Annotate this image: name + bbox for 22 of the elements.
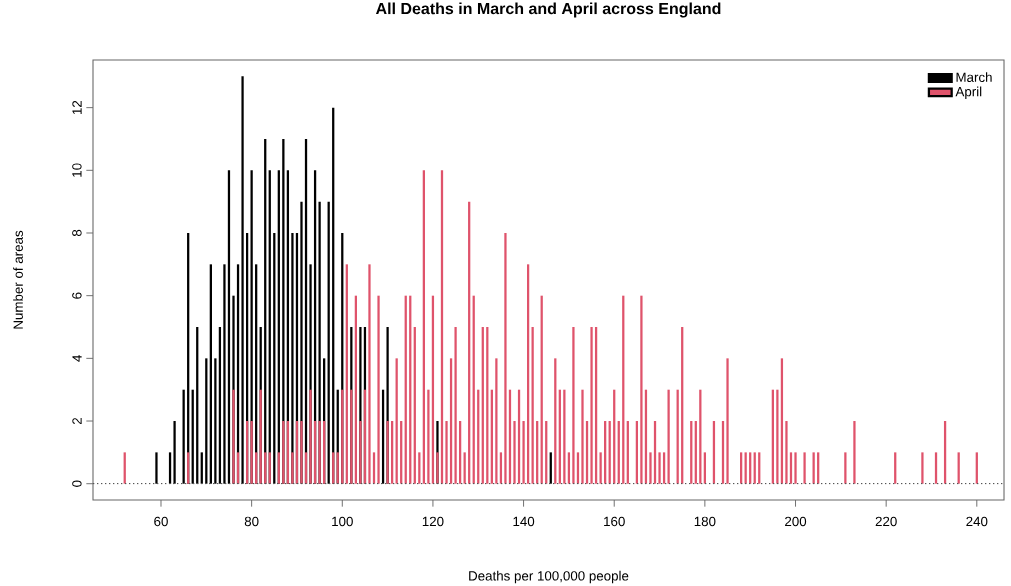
x-tick-label: 220	[875, 516, 897, 527]
chart-title: All Deaths in March and April across England	[375, 2, 721, 18]
x-tick-label: 180	[694, 516, 716, 527]
x-tick-label: 140	[513, 516, 535, 527]
y-tick-label: 0	[72, 480, 82, 487]
legend-label: April	[955, 86, 982, 99]
x-tick-label: 60	[154, 516, 168, 527]
x-tick-label: 120	[422, 516, 444, 527]
y-axis-title: Number of areas	[13, 230, 23, 329]
x-tick-label: 100	[332, 516, 353, 527]
x-tick-label: 200	[785, 516, 807, 527]
y-tick-label: 2	[72, 417, 82, 425]
y-tick-label: 6	[72, 292, 82, 299]
y-tick-label: 4	[72, 355, 82, 362]
y-tick-label: 8	[72, 229, 82, 237]
x-axis-title: Deaths per 100,000 people	[469, 570, 629, 584]
x-tick-label: 240	[966, 516, 988, 527]
x-tick-label: 80	[244, 516, 259, 527]
y-tick-label: 10	[72, 163, 82, 177]
legend-label: March	[956, 72, 992, 82]
x-tick-label: 160	[604, 516, 625, 527]
y-tick-label: 12	[72, 100, 82, 115]
